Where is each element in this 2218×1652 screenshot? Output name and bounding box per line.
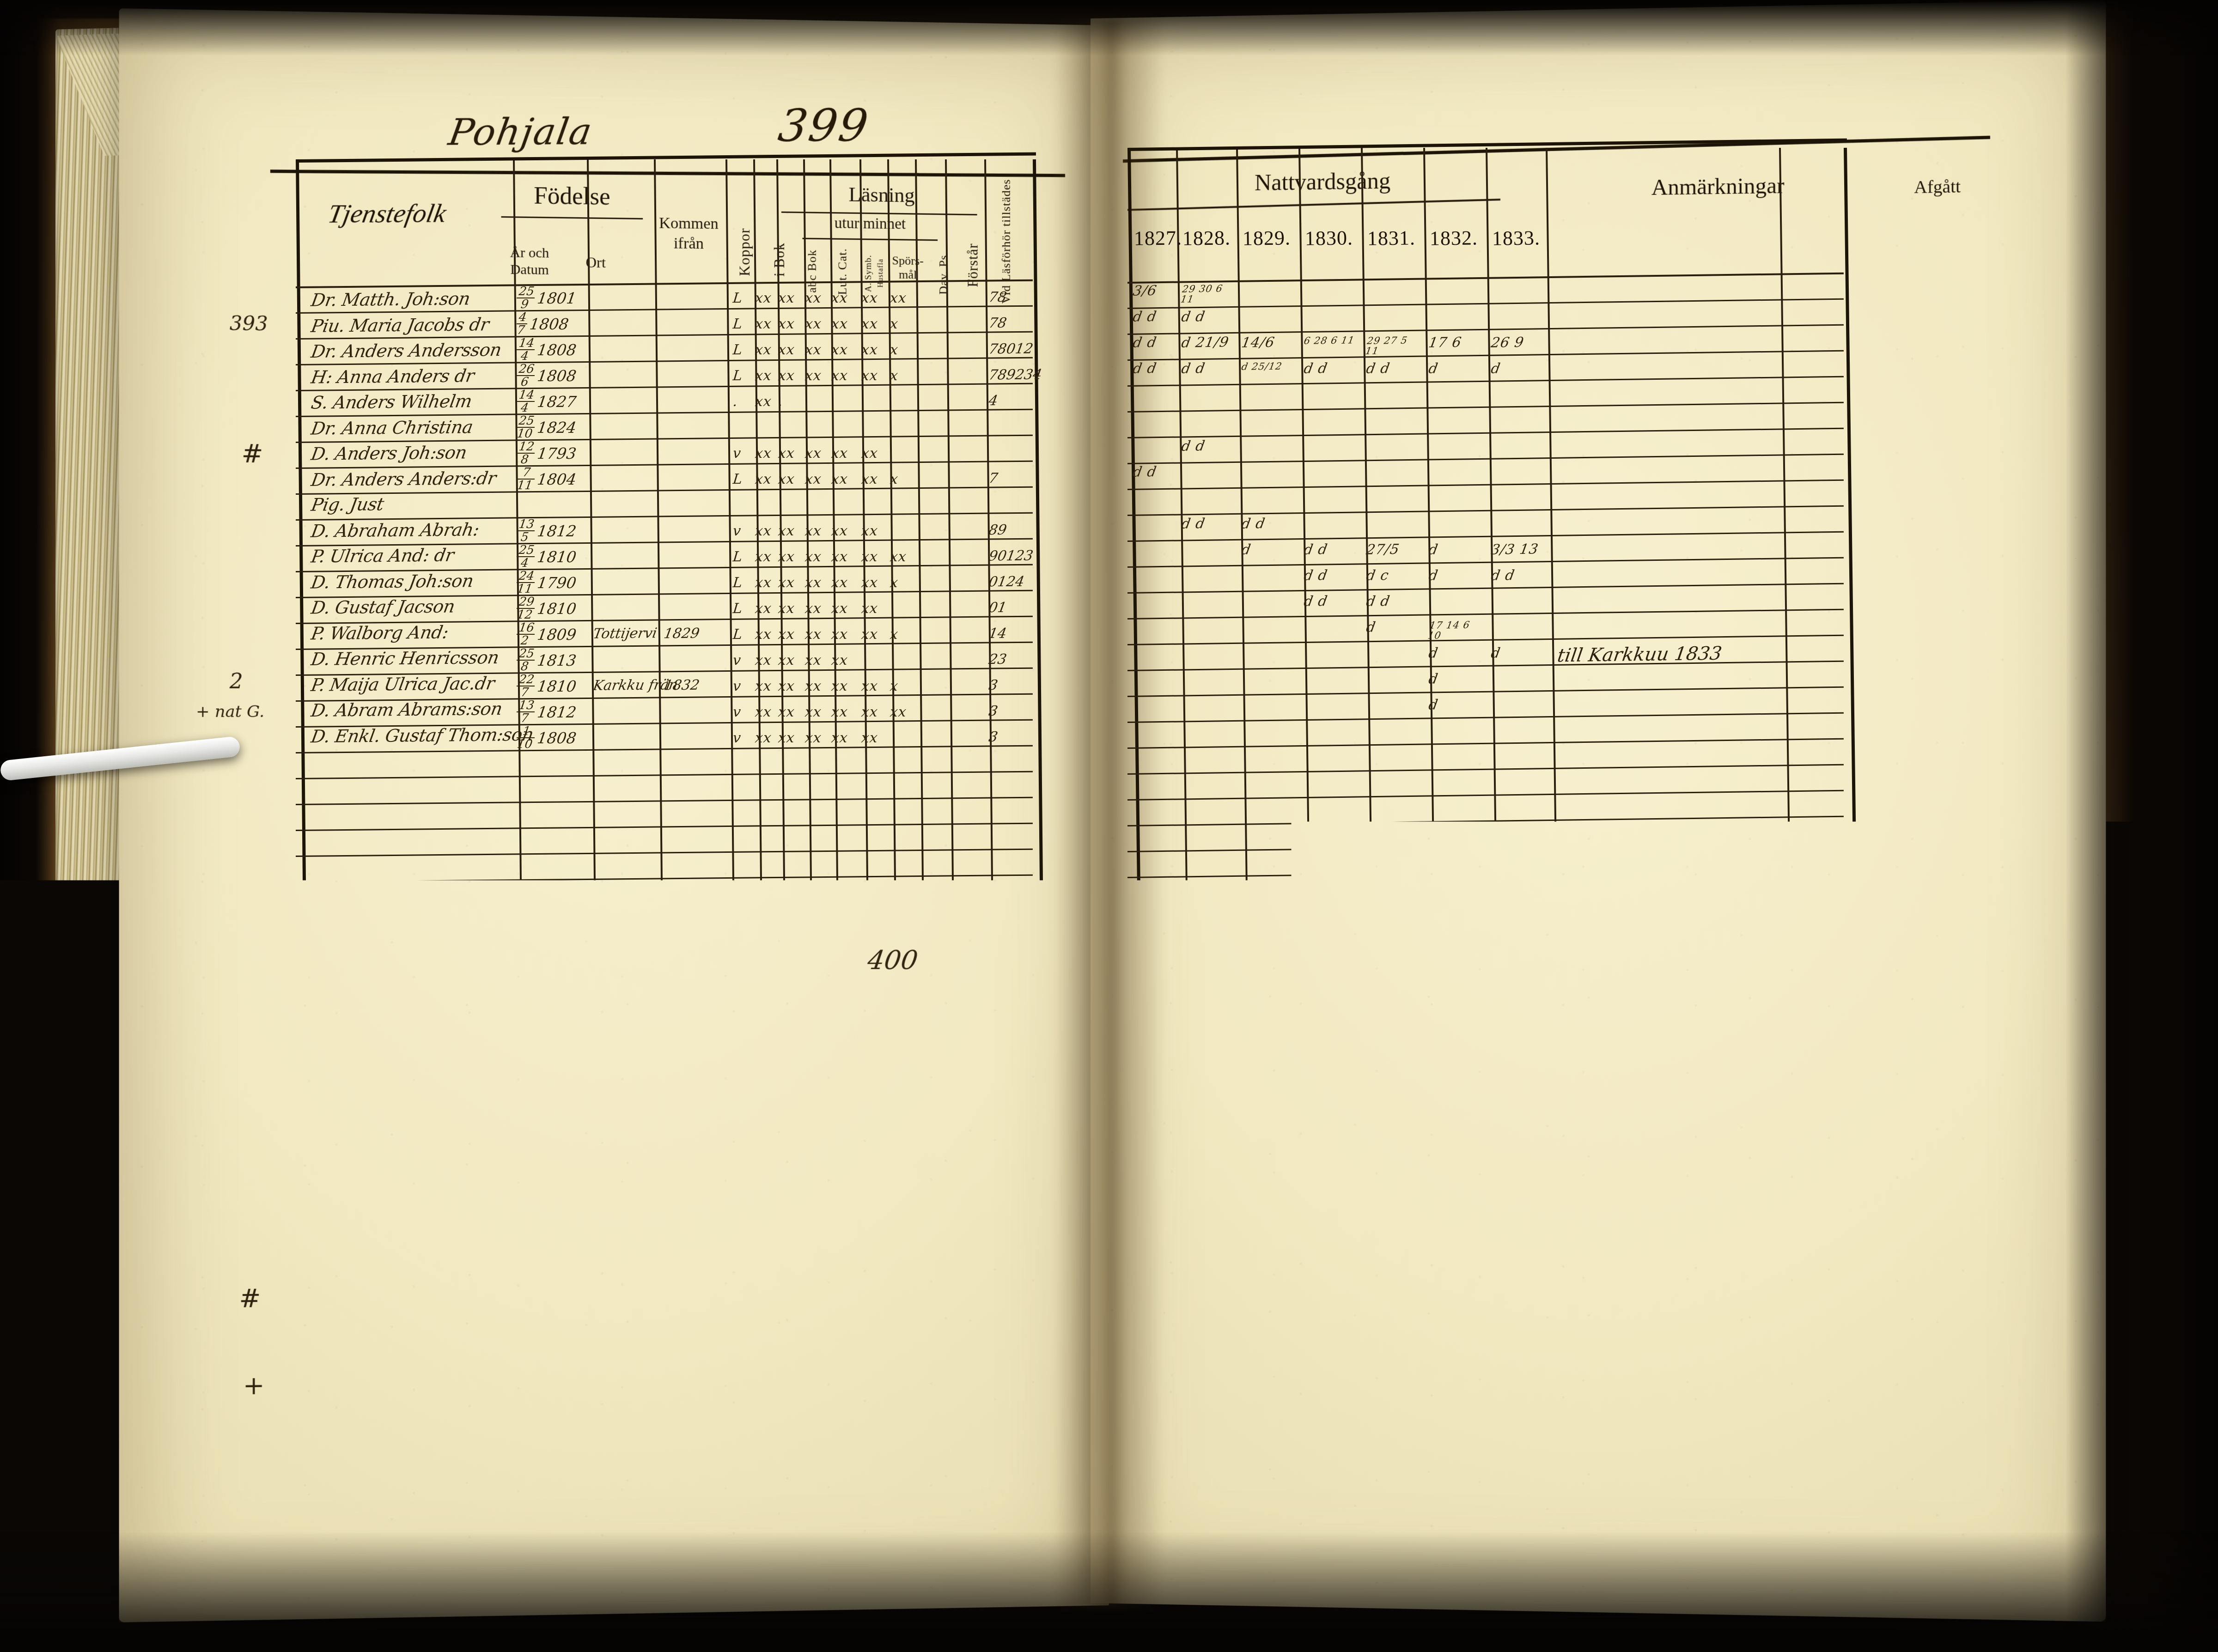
communion-entry-cell: d d (1240, 516, 1298, 531)
communion-entry-cell: d (1427, 671, 1486, 686)
communion-entry-cell: d d (1303, 361, 1361, 376)
communion-entry-cell: d (1427, 697, 1486, 712)
communion-entry-cell: d (1240, 542, 1298, 557)
communion-entry-cell: d (1490, 361, 1546, 376)
communion-entry-cell: d (1427, 645, 1486, 661)
communion-entry-cell: d d (1303, 594, 1361, 609)
communion-entry-cell: d d (1303, 568, 1361, 583)
communion-entry-cell: d (1490, 645, 1546, 661)
communion-entry-cell: 26 9 (1490, 335, 1546, 350)
communion-entry-cell: 3/3 13 (1490, 542, 1546, 557)
communion-entry-cell: d d (1365, 594, 1423, 609)
communion-entry-cell: d d (1180, 516, 1236, 531)
communion-entry-cell: 3/6 (1132, 283, 1176, 298)
communion-entry-cell: d d (1490, 568, 1546, 583)
register-photograph: Pohjala 399 400 393 # 2 + nat G. # + Tje… (0, 0, 2218, 1652)
communion-entry-cell: d 21/9 (1180, 335, 1236, 350)
communion-entry-cell: d d (1180, 438, 1236, 454)
communion-entry-cell: 29 27 5 11 (1365, 335, 1424, 356)
communion-entry-cell: 14/6 (1240, 335, 1298, 350)
communion-entry-cell: 29 30 6 11 (1180, 283, 1237, 304)
communion-entry-cell: d (1365, 620, 1423, 635)
communion-entry-cell: d d (1132, 464, 1176, 480)
communion-entry-cell: 27/5 (1365, 542, 1423, 557)
communion-entry-cell: d d (1365, 361, 1423, 376)
communion-entry-cell: d d (1303, 542, 1361, 557)
communion-entry-cell: d (1427, 542, 1486, 557)
communion-entry-cell: d d (1180, 309, 1236, 324)
communion-entry-cell: 17 14 6 10 (1427, 620, 1486, 641)
communion-entry-cell: d (1427, 568, 1486, 583)
communion-entry-cell: d d (1132, 309, 1176, 324)
right-table-entries: 3/6 29 30 6 11 d dd dd dd 21/9 14/6 6 28 6 1… (0, 0, 2218, 1652)
communion-entry-cell: d d (1132, 361, 1176, 376)
remark-cell: till Karkkuu 1833 (1556, 643, 1723, 667)
communion-entry-cell: 17 6 (1427, 335, 1486, 350)
communion-entry-cell: 6 28 6 11 (1303, 335, 1361, 346)
communion-entry-cell: d (1427, 361, 1486, 376)
communion-entry-cell: d c (1365, 568, 1423, 583)
communion-entry-cell: d d (1132, 335, 1176, 350)
communion-entry-cell: d d (1180, 361, 1236, 376)
communion-entry-cell: d 25/12 (1241, 361, 1298, 372)
